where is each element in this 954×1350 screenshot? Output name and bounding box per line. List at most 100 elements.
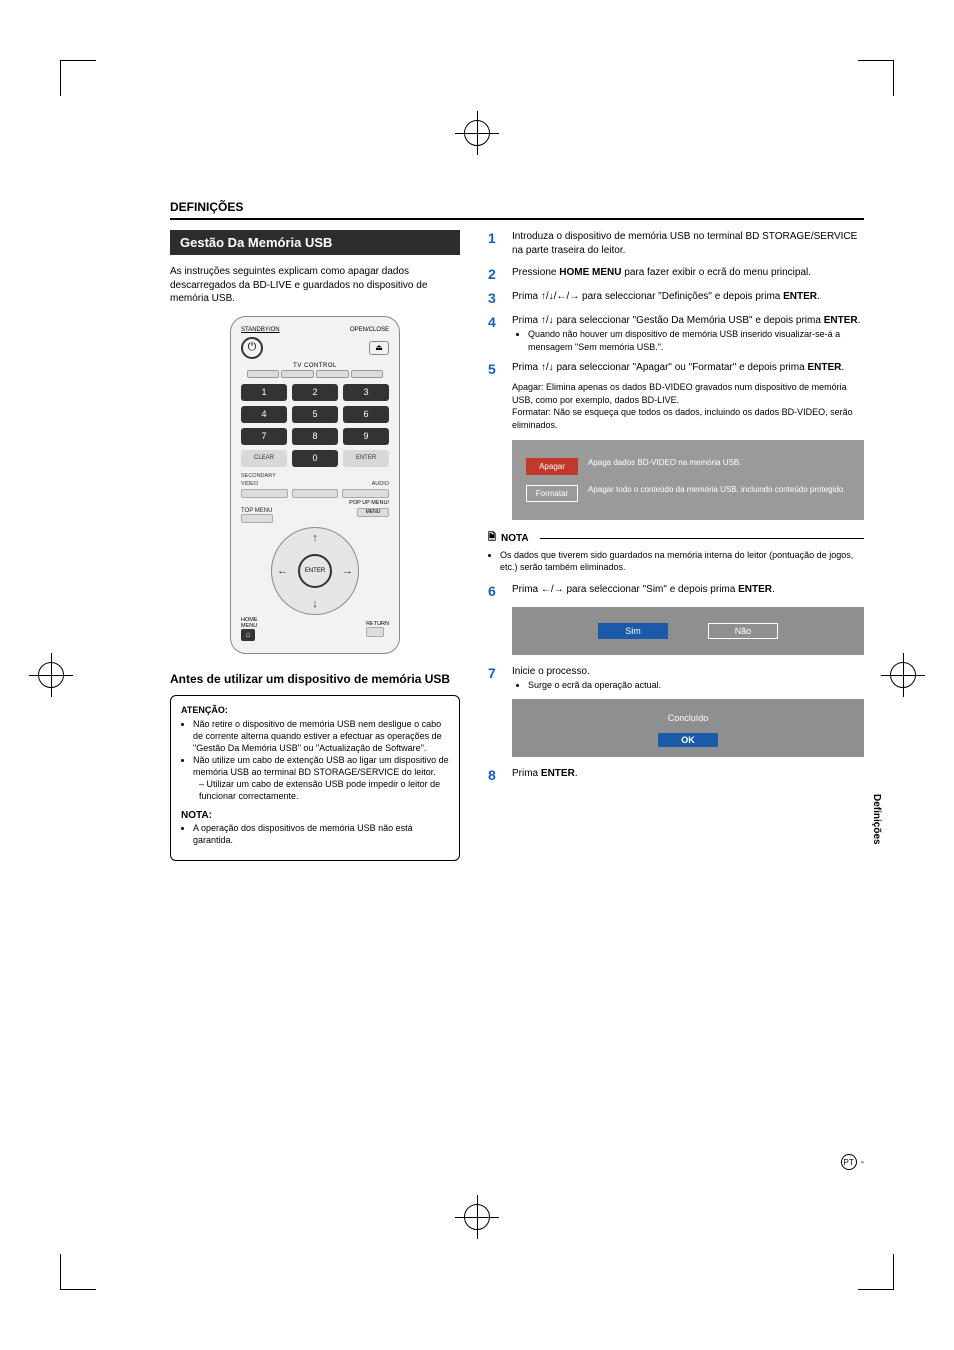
apagar-desc: Apaga dados BD-VIDEO na memória USB. — [588, 458, 850, 468]
step-4: 4 Prima ↑/↓ para seleccionar "Gestão Da … — [488, 314, 864, 353]
home-label: HOME — [241, 617, 258, 623]
video-label: VIDEO — [241, 481, 258, 487]
erase-format-panel: Apagar Apaga dados BD-VIDEO na memória U… — [512, 440, 864, 520]
key-enter: ENTER — [343, 450, 389, 467]
step-1: 1 Introduza o dispositivo de memória USB… — [488, 230, 864, 258]
nota-right-text: Os dados que tiverem sido guardados na m… — [500, 549, 864, 573]
nota-header: 🗎 NOTA — [488, 530, 864, 547]
key-8: 8 — [292, 428, 338, 445]
step-2: 2 Pressione HOME MENU para fazer exibir … — [488, 266, 864, 282]
key-3: 3 — [343, 384, 389, 401]
tv-btn-row — [241, 370, 389, 378]
page-footer: PT - — [841, 1154, 864, 1170]
subheading: Antes de utilizar um dispositivo de memó… — [170, 672, 460, 687]
home-label2: MENU — [241, 623, 258, 629]
title-bar: Gestão Da Memória USB — [170, 230, 460, 255]
step-num: 1 — [488, 230, 502, 258]
s5-apagar: Apagar: Elimina apenas os dados BD-VIDEO… — [512, 381, 864, 406]
warn-label: ATENÇÃO: — [181, 704, 449, 716]
step-7: 7 Inicie o processo. Surge o ecrã da ope… — [488, 665, 864, 692]
section-label: DEFINIÇÕES — [170, 200, 864, 214]
arrow-left-icon: ← — [277, 565, 288, 577]
confirm-dialog: Sim Não — [512, 607, 864, 655]
step4-sub: Quando não houver um dispositivo de memó… — [528, 328, 864, 353]
dpad-enter: ENTER — [298, 554, 332, 588]
key-1: 1 — [241, 384, 287, 401]
step-body: Prima ENTER. — [512, 767, 864, 783]
note-icon: 🗎 — [488, 530, 496, 547]
formatar-btn: Formatar — [526, 485, 578, 502]
nao-btn: Não — [708, 623, 778, 639]
standby-label: STANDBY/ON — [241, 327, 280, 333]
step-body: Prima ↑/↓ para seleccionar "Apagar" ou "… — [512, 361, 864, 431]
eject-icon: ⏏ — [369, 341, 389, 355]
nota-label: NOTA — [501, 533, 529, 544]
warning-box: ATENÇÃO: Não retire o dispositivo de mem… — [170, 695, 460, 862]
step-num: 5 — [488, 361, 502, 431]
sim-btn: Sim — [598, 623, 668, 639]
side-tab: Definições — [871, 792, 882, 847]
done-text: Concluído — [512, 713, 864, 723]
warn-b2: Não utilize um cabo de extenção USB ao l… — [193, 754, 449, 803]
step-num: 8 — [488, 767, 502, 783]
formatar-desc: Apagar todo o conteúdo da memória USB, i… — [588, 485, 850, 495]
step-num: 7 — [488, 665, 502, 692]
apagar-btn: Apagar — [526, 458, 578, 475]
popup-label: POP UP MENU/ — [349, 500, 389, 506]
lang-badge: PT — [841, 1154, 857, 1170]
done-dialog: Concluído OK — [512, 699, 864, 757]
dpad: ↑ ↓ ← → ENTER — [271, 527, 359, 615]
secondary-label: SECONDARY — [241, 473, 276, 479]
arrows-icon: ↑/↓/←/→ — [541, 290, 579, 304]
return-btn — [366, 627, 384, 637]
step-6: 6 Prima ←/→ para seleccionar "Sim" e dep… — [488, 583, 864, 599]
s5-formatar: Formatar: Não se esqueça que todos os da… — [512, 406, 864, 431]
step-body: Pressione HOME MENU para fazer exibir o … — [512, 266, 864, 282]
key-clear: CLEAR — [241, 450, 287, 467]
topmenu-label: TOP MENU — [241, 508, 273, 514]
warn-b2a: Utilizar um cabo de extensão USB pode im… — [199, 778, 449, 802]
menu-btn: MENU — [357, 508, 389, 517]
left-column: Gestão Da Memória USB As instruções segu… — [170, 230, 460, 861]
key-7: 7 — [241, 428, 287, 445]
dash: - — [861, 1157, 864, 1168]
tvcontrol-label: TV CONTROL — [241, 363, 389, 369]
arrow-down-icon: ↓ — [312, 598, 318, 610]
return-label: RETURN — [366, 621, 389, 627]
step-num: 6 — [488, 583, 502, 599]
ok-btn: OK — [658, 733, 718, 747]
divider — [170, 218, 864, 220]
step-5: 5 Prima ↑/↓ para seleccionar "Apagar" ou… — [488, 361, 864, 431]
key-4: 4 — [241, 406, 287, 423]
key-2: 2 — [292, 384, 338, 401]
step-body: Inicie o processo. Surge o ecrã da opera… — [512, 665, 864, 692]
step-8: 8 Prima ENTER. — [488, 767, 864, 783]
topmenu-btn — [241, 514, 273, 523]
arrows-icon: ←/→ — [541, 583, 564, 597]
key-9: 9 — [343, 428, 389, 445]
power-icon: ⏻ — [241, 337, 263, 359]
remote-diagram: STANDBY/ON OPEN/CLOSE ⏻ ⏏ TV CONTROL 1 2… — [230, 316, 400, 654]
right-column: 1 Introduza o dispositivo de memória USB… — [488, 230, 864, 861]
arrow-right-icon: → — [342, 565, 353, 577]
warn-b1: Não retire o dispositivo de memória USB … — [193, 718, 449, 754]
nota-left-label: NOTA: — [181, 809, 449, 823]
intro-text: As instruções seguintes explicam como ap… — [170, 265, 460, 306]
key-5: 5 — [292, 406, 338, 423]
step-body: Prima ←/→ para seleccionar "Sim" e depoi… — [512, 583, 864, 599]
arrows-icon: ↑/↓ — [541, 314, 554, 328]
arrow-up-icon: ↑ — [312, 532, 318, 544]
step-num: 3 — [488, 290, 502, 306]
nota-left-text: A operação dos dispositivos de memória U… — [193, 822, 449, 846]
step-body: Prima ↑/↓ para seleccionar "Gestão Da Me… — [512, 314, 864, 353]
step-body: Prima ↑/↓/←/→ para seleccionar "Definiçõ… — [512, 290, 864, 306]
openclose-label: OPEN/CLOSE — [350, 327, 389, 333]
step7-sub: Surge o ecrã da operação actual. — [528, 679, 864, 692]
key-6: 6 — [343, 406, 389, 423]
keypad: 1 2 3 4 5 6 7 8 9 CLEAR 0 ENTER — [241, 384, 389, 467]
step-body: Introduza o dispositivo de memória USB n… — [512, 230, 864, 258]
step-3: 3 Prima ↑/↓/←/→ para seleccionar "Defini… — [488, 290, 864, 306]
step-num: 4 — [488, 314, 502, 353]
step-num: 2 — [488, 266, 502, 282]
audio-label: AUDIO — [372, 481, 389, 487]
